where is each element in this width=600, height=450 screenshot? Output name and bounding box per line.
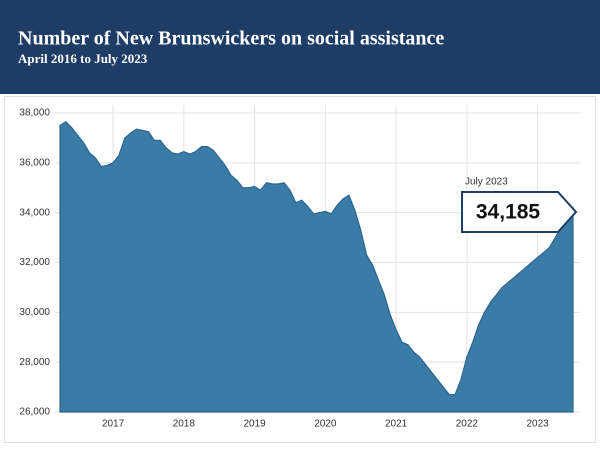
callout-value: 34,185 <box>476 201 541 224</box>
x-tick-label: 2023 <box>526 419 549 430</box>
x-tick-label: 2017 <box>102 419 125 430</box>
y-tick-label: 34,000 <box>19 207 50 218</box>
header-band <box>0 0 600 94</box>
x-tick-label: 2018 <box>173 419 196 430</box>
chart-frame <box>4 96 596 443</box>
x-tick-label: 2021 <box>385 419 408 430</box>
y-tick-label: 36,000 <box>19 157 50 168</box>
y-tick-label: 28,000 <box>19 357 50 368</box>
y-tick-label: 26,000 <box>19 407 50 418</box>
y-tick-label: 32,000 <box>19 257 50 268</box>
callout-date: July 2023 <box>465 177 508 188</box>
y-tick-label: 30,000 <box>19 307 50 318</box>
y-tick-label: 38,000 <box>19 108 50 119</box>
callout-box <box>461 191 578 233</box>
chart-subtitle: April 2016 to July 2023 <box>18 51 148 66</box>
x-tick-label: 2020 <box>314 419 337 430</box>
x-tick-label: 2022 <box>456 419 479 430</box>
area <box>59 120 574 413</box>
chart-title: Number of New Brunswickers on social ass… <box>18 28 444 50</box>
x-tick-label: 2019 <box>243 419 266 430</box>
